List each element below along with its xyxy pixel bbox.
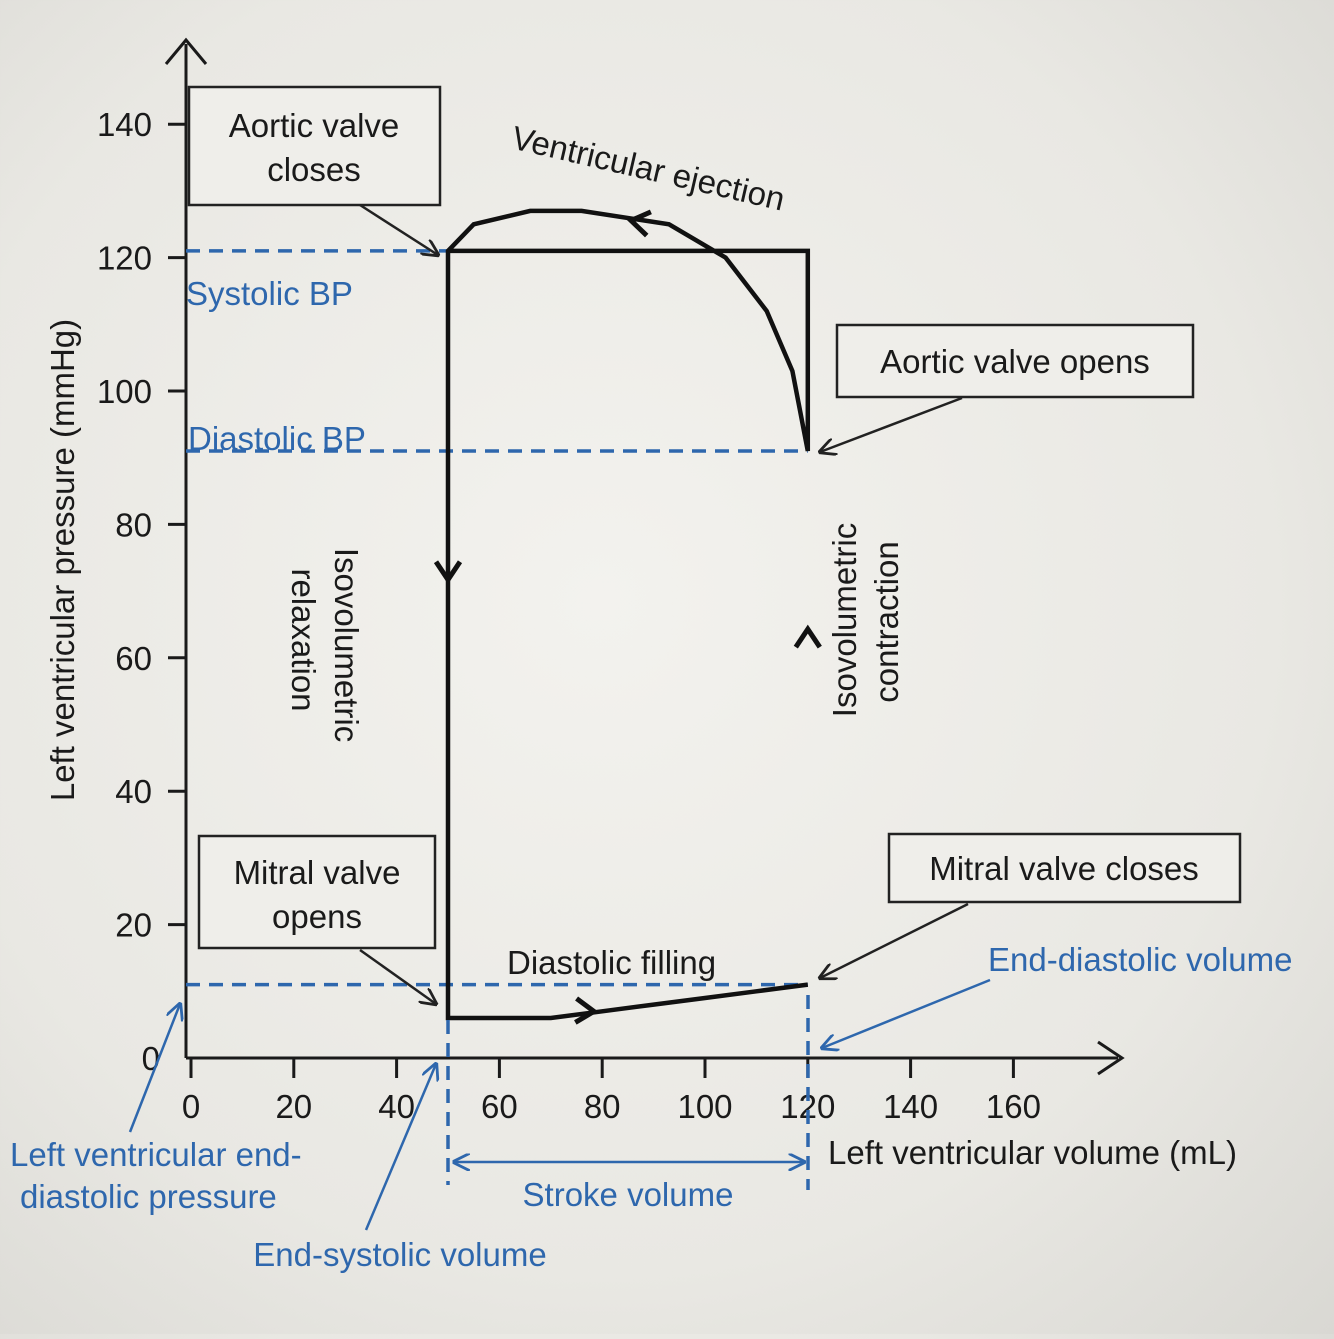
diastolic-filling-label: Diastolic filling	[507, 944, 716, 981]
y-axis-arrowhead	[164, 37, 208, 65]
x-tick-label: 40	[378, 1088, 415, 1125]
x-tick-label: 60	[481, 1088, 518, 1125]
x-axis-arrowhead	[1097, 1040, 1125, 1076]
aortic-opens-pointer-arrow	[820, 396, 963, 452]
mitral-valve-closes-box: Mitral valve closes	[887, 832, 1242, 904]
mitral-valve-opens-line2: opens	[272, 898, 362, 935]
ejection-arrowhead	[626, 209, 652, 238]
y-axis-title: Left ventricular pressure (mmHg)	[44, 319, 81, 801]
aortic-valve-closes-line2: closes	[267, 151, 361, 188]
contraction-arrowhead	[793, 624, 822, 649]
y-tick-label: 120	[97, 240, 152, 277]
filling-arrowhead	[574, 996, 599, 1025]
x-tick-label: 80	[584, 1088, 621, 1125]
isovolumetric-relaxation-label-line2: relaxation	[285, 568, 322, 711]
y-tick-label: 0	[142, 1040, 160, 1077]
mitral-valve-opens-line1: Mitral valve	[234, 854, 401, 891]
aortic-closes-pointer-arrow	[359, 203, 438, 255]
end-diastolic-volume-label: End-diastolic volume	[988, 941, 1292, 978]
diastolic-bp-label: Diastolic BP	[188, 420, 366, 457]
x-axis-title: Left ventricular volume (mL)	[828, 1134, 1237, 1171]
x-tick-label: 0	[182, 1088, 200, 1125]
mitral-opens-pointer-arrow	[359, 948, 436, 1004]
y-tick-label: 80	[115, 506, 152, 543]
y-tick-label: 100	[97, 373, 152, 410]
mitral-valve-closes-text: Mitral valve closes	[929, 850, 1199, 887]
lvedp-label-line1: Left ventricular end-	[10, 1136, 302, 1173]
end-diastolic-volume-pointer-arrow	[822, 978, 991, 1048]
x-tick-label: 140	[883, 1088, 938, 1125]
x-tick-label: 20	[275, 1088, 312, 1125]
systolic-bp-label: Systolic BP	[186, 275, 353, 312]
x-tick-label: 160	[986, 1088, 1041, 1125]
y-tick-label: 60	[115, 640, 152, 677]
end-systolic-volume-pointer-arrow	[364, 1064, 436, 1231]
stroke-volume-label: Stroke volume	[523, 1176, 734, 1213]
aortic-valve-opens-box: Aortic valve opens	[835, 323, 1195, 399]
lvedp-label-line2: diastolic pressure	[20, 1178, 277, 1215]
isovolumetric-contraction-label-line2: contraction	[868, 541, 905, 702]
lvedp-pointer-arrow	[128, 1004, 180, 1133]
end-systolic-volume-label: End-systolic volume	[253, 1236, 546, 1273]
y-tick-label: 40	[115, 773, 152, 810]
aortic-valve-closes-line1: Aortic valve	[229, 107, 400, 144]
y-axis-ticks: 0 20 40 60 80 100 120 140	[97, 106, 186, 1077]
pv-loop-direction-arrows	[433, 209, 822, 1025]
pv-loop-series	[445, 208, 811, 1021]
reference-lines	[186, 249, 808, 987]
mitral-closes-pointer-arrow	[820, 902, 969, 978]
y-tick-label: 20	[115, 907, 152, 944]
x-tick-label: 100	[677, 1088, 732, 1125]
ventricular-ejection-label: Ventricular ejection	[508, 119, 788, 218]
x-axis-ticks: 0 20 40 60 80 100 120 140 160	[182, 1058, 1041, 1125]
aortic-valve-closes-box: Aortic valve closes	[187, 85, 442, 207]
isovolumetric-contraction-label-line1: Isovolumetric	[826, 523, 863, 717]
mitral-valve-opens-box: Mitral valve opens	[197, 834, 437, 950]
relaxation-arrowhead	[433, 560, 463, 585]
isovolumetric-relaxation-label-line1: Isovolumetric	[328, 548, 365, 742]
aortic-valve-opens-text: Aortic valve opens	[880, 343, 1150, 380]
y-tick-label: 140	[97, 106, 152, 143]
